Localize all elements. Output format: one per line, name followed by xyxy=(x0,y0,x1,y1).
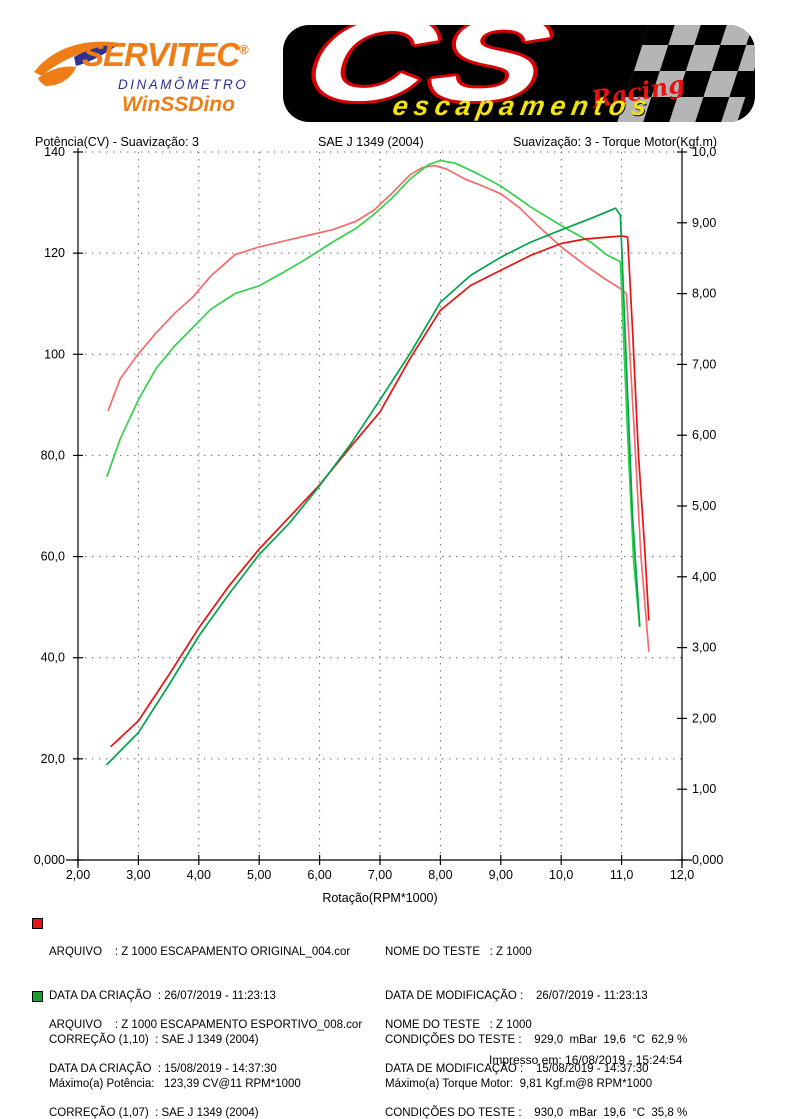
legend-block-original: ARQUIVO : Z 1000 ESCAPAMENTO ORIGINAL_00… xyxy=(32,916,772,1090)
legend-original-left-column: ARQUIVO : Z 1000 ESCAPAMENTO ORIGINAL_00… xyxy=(49,916,350,1119)
legend-esportivo-left-column: ARQUIVO : Z 1000 ESCAPAMENTO ESPORTIVO_0… xyxy=(49,989,362,1119)
right-tick-label: 10,0 xyxy=(692,145,716,159)
x-tick-label: 8,00 xyxy=(428,868,452,882)
series-torque-esportivo xyxy=(106,159,641,628)
x-tick-label: 10,0 xyxy=(549,868,573,882)
right-tick-label: 9,00 xyxy=(692,216,716,230)
condicoes-teste-line: CONDIÇÕES DO TESTE : 930,0 mBar 19,6 °C … xyxy=(385,1106,688,1119)
winssdino-label: WinSSDino xyxy=(122,93,235,116)
chart-title-right: Suavização: 3 - Torque Motor(Kgf.m) xyxy=(513,135,718,149)
left-tick-label: 120 xyxy=(44,246,65,260)
right-tick-label: 6,00 xyxy=(692,428,716,442)
left-tick-label: 40,0 xyxy=(41,651,65,665)
correcao-line: CORREÇÃO (1,07) : SAE J 1349 (2004) xyxy=(49,1106,259,1119)
nome-teste-line: NOME DO TESTE : Z 1000 xyxy=(385,946,532,959)
x-axis-label: Rotação(RPM*1000) xyxy=(322,891,438,905)
series-potencia-esportivo xyxy=(106,207,641,766)
right-tick-label: 5,00 xyxy=(692,499,716,513)
chart-title-left: Potência(CV) - Suavização: 3 xyxy=(35,135,199,149)
legend-original-right-column: NOME DO TESTE : Z 1000 DATA DE MODIFICAÇ… xyxy=(385,916,687,1119)
x-tick-label: 7,00 xyxy=(368,868,392,882)
left-tick-label: 100 xyxy=(44,347,65,361)
correcao-line: CORREÇÃO (1,10) : SAE J 1349 (2004) xyxy=(49,1033,259,1046)
cs-escapamentos-logo: CS Racing escapamentos xyxy=(283,25,755,122)
printed-timestamp: Impresso em: 16/08/2019 - 15:24:54 xyxy=(489,1053,683,1067)
registered-mark: ® xyxy=(239,42,249,57)
left-tick-label: 140 xyxy=(44,145,65,159)
x-tick-label: 11,0 xyxy=(610,868,633,882)
legend-esportivo-right-column: NOME DO TESTE : Z 1000 DATA DE MODIFICAÇ… xyxy=(385,989,687,1119)
arquivo-line: ARQUIVO : Z 1000 ESCAPAMENTO ORIGINAL_00… xyxy=(49,946,351,959)
x-tick-label: 5,00 xyxy=(247,868,271,882)
left-tick-label: 20,0 xyxy=(41,752,65,766)
right-tick-label: 8,00 xyxy=(692,287,716,301)
x-tick-label: 12,0 xyxy=(670,868,694,882)
data-criacao-line: DATA DA CRIAÇÃO : 26/07/2019 - 11:23:13 xyxy=(49,989,276,1002)
right-tick-label: 4,00 xyxy=(692,570,716,584)
condicoes-teste-line: CONDIÇÕES DO TESTE : 929,0 mBar 19,6 °C … xyxy=(385,1033,688,1046)
data-modificacao-line: DATA DE MODIFICAÇÃO : 15/08/2019 - 14:37… xyxy=(385,1062,649,1075)
maximo-potencia-line: Máximo(a) Potência: 123,39 CV@11 RPM*100… xyxy=(49,1077,301,1090)
right-tick-label: 7,00 xyxy=(692,357,716,371)
maximo-torque-line: Máximo(a) Torque Motor: 9,81 Kgf.m@8 RPM… xyxy=(385,1077,653,1090)
legend-block-esportivo: ARQUIVO : Z 1000 ESCAPAMENTO ESPORTIVO_0… xyxy=(32,989,772,1119)
legend-swatch-red xyxy=(32,918,43,929)
left-tick-label: 0,000 xyxy=(34,853,65,867)
arquivo-line: ARQUIVO : Z 1000 ESCAPAMENTO ESPORTIVO_0… xyxy=(49,1019,363,1032)
right-tick-label: 3,00 xyxy=(692,641,716,655)
dinamometro-label: DINAMÔMETRO xyxy=(118,77,249,92)
left-tick-label: 80,0 xyxy=(41,448,65,462)
right-tick-label: 0,000 xyxy=(692,853,723,867)
x-tick-label: 9,00 xyxy=(489,868,513,882)
dyno-chart-svg: 140 120 100 80,0 60,0 40,0 20,0 0,000 10,0 9,00 8,… xyxy=(34,145,724,882)
nome-teste-line: NOME DO TESTE : Z 1000 xyxy=(385,1019,532,1032)
servitec-swoosh-icon xyxy=(34,41,120,86)
x-tick-label: 6,00 xyxy=(307,868,331,882)
cs-escapamentos-label: escapamentos xyxy=(390,91,656,121)
chart-title-center: SAE J 1349 (2004) xyxy=(318,135,424,149)
data-criacao-line: DATA DA CRIAÇÃO : 15/08/2019 - 14:37:30 xyxy=(49,1062,277,1075)
series-potencia-original xyxy=(110,235,650,748)
left-tick-label: 60,0 xyxy=(41,550,65,564)
right-tick-label: 1,00 xyxy=(692,782,716,796)
x-tick-label: 3,00 xyxy=(126,868,150,882)
servitec-wordmark: SERVITEC® xyxy=(82,36,249,74)
x-tick-label: 2,00 xyxy=(66,868,90,882)
x-tick-label: 4,00 xyxy=(187,868,211,882)
servitec-name: SERVITEC xyxy=(82,36,240,73)
right-tick-label: 2,00 xyxy=(692,711,716,725)
legend-swatch-green xyxy=(32,991,43,1002)
data-modificacao-line: DATA DE MODIFICAÇÃO : 26/07/2019 - 11:23… xyxy=(385,989,648,1002)
servitec-logo: SERVITEC® DINAMÔMETRO WinSSDino xyxy=(30,30,270,122)
series-torque-original xyxy=(107,164,650,652)
